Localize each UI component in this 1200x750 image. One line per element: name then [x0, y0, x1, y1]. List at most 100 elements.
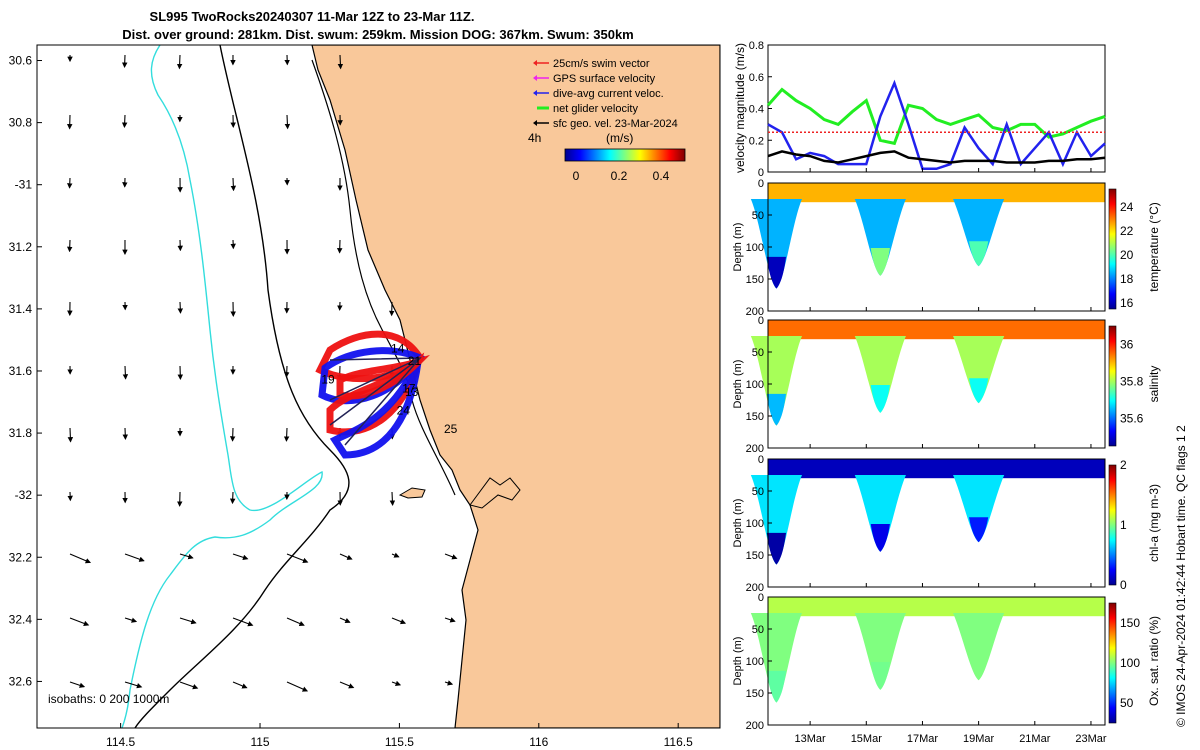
geo-vector [286, 617, 305, 627]
depth-ylabel: Depth (m) [732, 360, 744, 409]
depth-tick-label: 200 [746, 443, 764, 455]
depth-tick-label: 200 [746, 306, 764, 318]
lat-tick-label: 30.8 [9, 116, 33, 130]
vel-ytick-label: 0.2 [749, 135, 764, 147]
geo-vector [286, 553, 309, 563]
lat-tick-label: 32.6 [9, 674, 33, 688]
velocity-yaxis: 0 0.2 0.4 0.6 0.8 [749, 40, 772, 179]
depth-tick-label: 0 [758, 454, 764, 466]
lat-tick-label: 32.2 [9, 550, 33, 564]
lon-tick-label: 116 [529, 735, 548, 749]
section-salinity: 0 50 100 150 200 Depth (m) 35.6 35.8 36 salinity [732, 315, 1161, 455]
cbar-tick-label: 150 [1120, 616, 1140, 630]
depth-ylabel: Depth (m) [732, 223, 744, 272]
legend-dac: dive-avg current veloc. [533, 88, 664, 100]
cbar-tick-label: 36 [1120, 337, 1134, 351]
dive-profile [854, 199, 906, 276]
geo-vector [179, 681, 199, 690]
geostrophic-vectors [66, 54, 458, 692]
cbar-tick-label: 1 [1120, 518, 1127, 532]
lon-tick-label: 115 [250, 735, 269, 749]
lon-tick-label: 114.5 [106, 735, 135, 749]
velocity-axes [767, 44, 1106, 173]
longitude-axis: 114.5 115 115.5 116 116.5 [106, 723, 693, 749]
geo-vector [337, 54, 344, 70]
cbar-tick-label: 50 [1120, 696, 1134, 710]
isobath-1000 [121, 45, 323, 728]
cbar-label: Ox. sat. ratio (%) [1147, 616, 1161, 706]
cbar-tick-label: 18 [1120, 272, 1134, 286]
geo-vector [284, 114, 291, 130]
vel-ytick-label: 0.6 [749, 72, 764, 84]
depth-tick-label: 0 [758, 315, 764, 327]
colorbar-tick-1: 0.2 [611, 169, 628, 183]
isobath-label: isobaths: 0 200 1000m [48, 692, 169, 706]
colorbar-tick-0: 0 [573, 169, 580, 183]
dive-bottom [870, 247, 890, 276]
section-oxygen: 0 50 100 150 200 Depth (m) 50 100 150 Ox. sat. ra… [732, 592, 1161, 732]
cbar-tick-label: 0 [1120, 578, 1127, 592]
depth-tick-label: 150 [746, 274, 764, 286]
geo-vector [232, 617, 254, 627]
colorbar-tick-2: 0.4 [653, 169, 670, 183]
cbar-tick-label: 22 [1120, 224, 1134, 238]
cbar-tick-label: 20 [1120, 248, 1134, 262]
dive-bottom [969, 241, 989, 267]
time-tick-label: 15Mar [851, 733, 883, 745]
geo-vector [391, 617, 407, 625]
geo-vector [444, 617, 456, 623]
section-chlorophyll: 0 50 100 150 200 Depth (m) 0 1 2 chl-a (mg m-3) [732, 454, 1161, 594]
geo-vector [339, 617, 351, 624]
lon-tick-label: 116.5 [664, 735, 693, 749]
colorbar-unit-label: (m/s) [606, 131, 633, 145]
dive-bottom [766, 532, 787, 565]
surface-layer [768, 320, 1105, 340]
surface-layer [768, 597, 1105, 617]
legend-gps: GPS surface velocity [533, 73, 656, 85]
lat-tick-label: 32.4 [9, 612, 33, 626]
velocity-lines [766, 79, 1106, 171]
dive-bottom [766, 256, 787, 289]
dive-profile [750, 336, 803, 426]
section-colorbar [1108, 602, 1117, 724]
section-colorbar [1108, 325, 1117, 447]
depth-tick-label: 100 [746, 379, 764, 391]
day-label: 17 [402, 382, 416, 396]
vel-ytick-label: 0 [758, 167, 764, 179]
lat-tick-label: 31.2 [9, 240, 33, 254]
depth-tick-label: 100 [746, 656, 764, 668]
cbar-label: temperature (°C) [1147, 202, 1161, 292]
section-colorbar [1108, 188, 1117, 310]
section-background [768, 459, 1105, 587]
dive-bottom [766, 393, 787, 426]
lat-tick-label: 31.6 [9, 364, 33, 378]
coast-dark-line [311, 59, 456, 496]
surface-layer [768, 183, 1105, 203]
velocity-ylabel: velocity magnitude (m/s) [733, 43, 747, 173]
geo-vector [69, 681, 86, 688]
dive-bottom [969, 655, 989, 681]
time-tick-label: 17Mar [907, 733, 939, 745]
legend-geo: sfc geo. vel. 23-Mar-2024 [533, 118, 678, 130]
land-area [311, 45, 720, 728]
geo-vector [232, 681, 248, 689]
geo-vector [339, 681, 355, 689]
depth-tick-label: 150 [746, 411, 764, 423]
latitude-axis: 30.6 30.8 -31 31.2 31.4 31.6 31.8 -32 32.2 32.4 32… [9, 54, 42, 688]
geo-vector [444, 553, 458, 560]
lon-tick-label: 115.5 [385, 735, 414, 749]
day-label: 24 [397, 403, 411, 417]
time-tick-label: 21Mar [1019, 733, 1051, 745]
geo-vector [69, 553, 92, 564]
lat-tick-label: -31 [15, 178, 33, 192]
depth-ylabel: Depth (m) [732, 637, 744, 686]
section-background [768, 597, 1105, 725]
legend-swim: 25cm/s swim vector [533, 58, 650, 70]
lat-tick-label: -32 [15, 488, 33, 502]
lat-tick-label: 30.6 [9, 54, 33, 68]
geo-vector [230, 177, 237, 192]
svg-text:GPS surface velocity: GPS surface velocity [553, 73, 656, 85]
